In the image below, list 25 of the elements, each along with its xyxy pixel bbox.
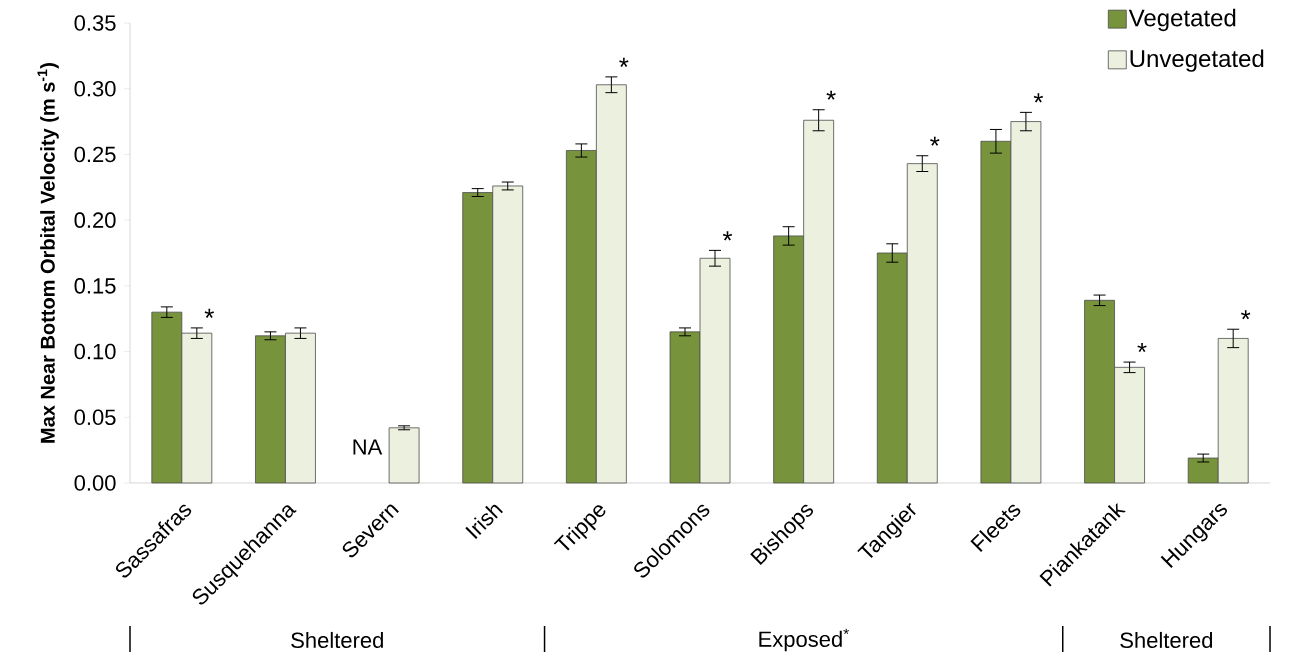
legend-label: Vegetated — [1128, 8, 1236, 32]
text: Sheltered — [1120, 631, 1213, 649]
y-tick-label: 0.15 — [74, 278, 116, 294]
annotation: * — [619, 57, 629, 67]
text: Exposed$^{*}$ — [759, 628, 849, 652]
annotation: * — [722, 231, 733, 241]
y-tick-label: 0.00 — [74, 475, 116, 491]
text: Sheltered — [291, 631, 383, 649]
y-tick-label: 0.10 — [74, 343, 116, 360]
x-tick-label: Irish — [465, 504, 503, 539]
legend-label: Unvegetated — [1130, 49, 1264, 72]
annotation: * — [1033, 93, 1044, 103]
bar — [388, 427, 420, 484]
y-tick-label: 0.25 — [74, 146, 116, 163]
annotation: * — [204, 308, 214, 318]
annotation: * — [930, 136, 940, 146]
annotation: * — [1241, 310, 1251, 320]
annotation: * — [826, 90, 836, 100]
y-tick-label: 0.35 — [74, 15, 116, 31]
y-tick-label: 0.30 — [74, 80, 116, 97]
annotation: * — [1137, 342, 1147, 353]
y-tick-label: 0.20 — [74, 212, 116, 228]
y-tick-label: 0.05 — [74, 409, 116, 426]
y-axis-title: Max Near Bottom Orbital Velocity (m s$^{-1}$) — [37, 63, 59, 443]
annotation: NA — [353, 439, 383, 455]
